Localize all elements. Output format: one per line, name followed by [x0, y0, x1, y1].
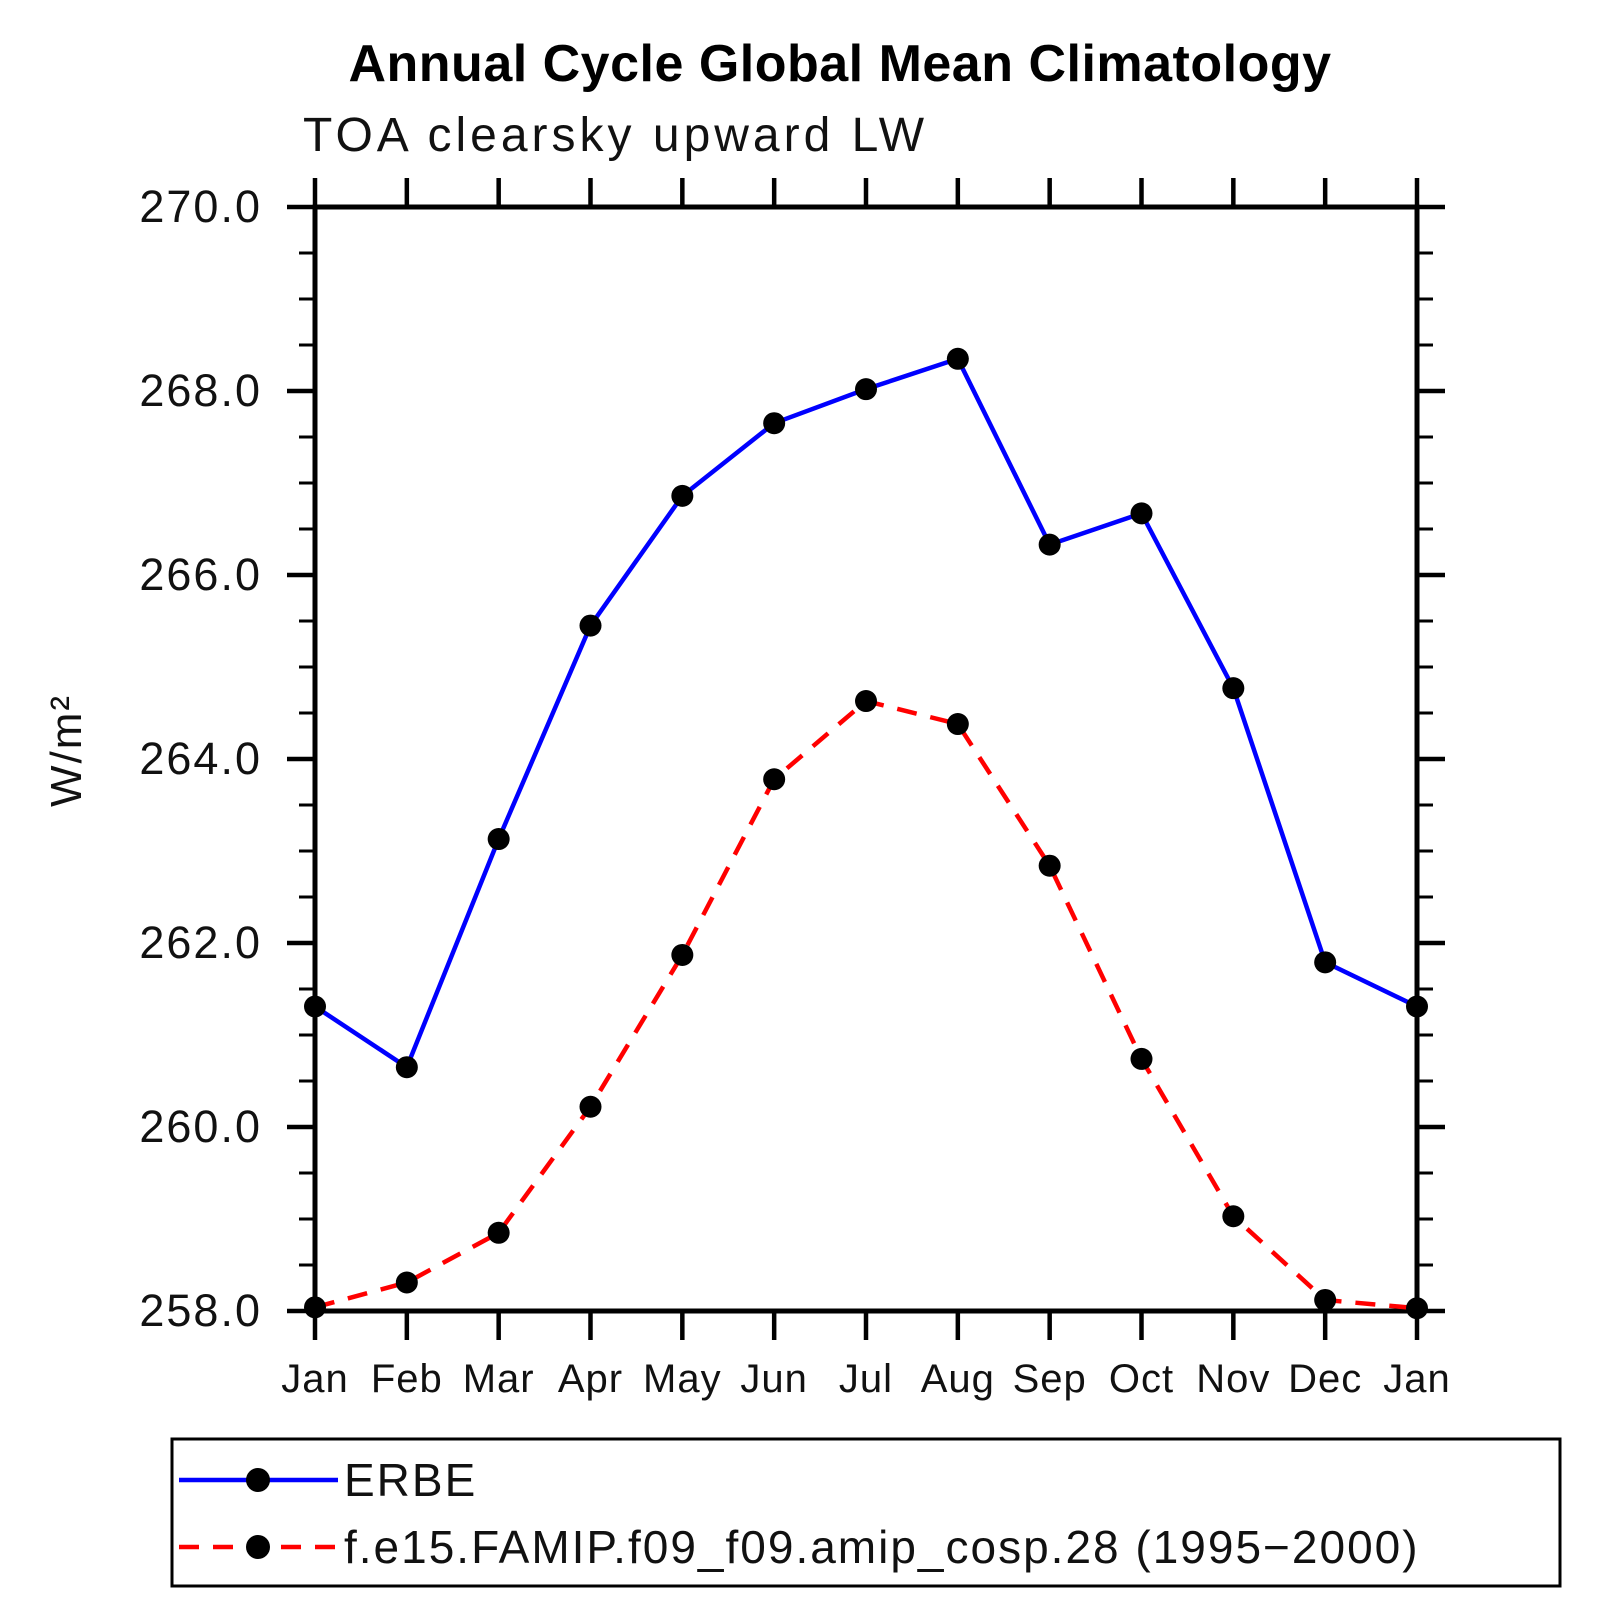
data-point — [579, 614, 602, 637]
data-point — [1314, 1288, 1337, 1311]
chart-title: Annual Cycle Global Mean Climatology — [348, 35, 1332, 93]
legend-label-model: f.e15.FAMIP.f09_f09.amip_cosp.28 (1995−2… — [344, 1521, 1420, 1573]
data-point — [671, 943, 694, 966]
series-layer — [304, 347, 1428, 1320]
x-tick-label: Jan — [281, 1357, 349, 1401]
x-tick-label: Oct — [1109, 1357, 1174, 1401]
data-point — [1038, 854, 1061, 877]
data-point — [395, 1271, 418, 1294]
legend-marker-erbe — [246, 1468, 270, 1492]
data-point — [1130, 1047, 1153, 1070]
data-point — [855, 378, 877, 401]
legend-box — [170, 1437, 1562, 1588]
x-tick-label: Nov — [1196, 1357, 1270, 1401]
x-tick-label: Jul — [839, 1357, 893, 1401]
data-point — [1130, 502, 1153, 525]
data-point — [1222, 1205, 1245, 1228]
data-point — [487, 828, 510, 851]
data-point — [1314, 951, 1337, 974]
y-tick-label: 264.0 — [139, 733, 262, 784]
data-point — [1038, 533, 1061, 556]
plot-border — [312, 204, 1420, 1314]
y-tick-label: 260.0 — [139, 1101, 262, 1152]
x-tick-label: May — [643, 1357, 722, 1401]
x-tick-label: Jun — [740, 1357, 808, 1401]
data-point — [395, 1056, 418, 1079]
y-tick-label: 258.0 — [139, 1285, 262, 1336]
y-tick-label: 262.0 — [139, 917, 262, 968]
x-tick-label: Mar — [463, 1357, 535, 1401]
data-point — [579, 1095, 602, 1118]
data-point — [304, 995, 326, 1018]
data-point — [1222, 677, 1245, 700]
legend: ERBE f.e15.FAMIP.f09_f09.amip_cosp.28 (1… — [170, 1437, 1562, 1588]
data-point — [671, 484, 694, 507]
series-line-1 — [314, 698, 1418, 1311]
x-tick-label: Sep — [1013, 1357, 1087, 1401]
data-point — [304, 1296, 326, 1319]
data-point — [1406, 995, 1428, 1018]
legend-label-erbe: ERBE — [344, 1454, 477, 1506]
legend-marker-model — [246, 1535, 270, 1559]
y-tick-label: 268.0 — [139, 365, 262, 416]
axes-layer: 258.0 260.0 262.0 264.0 266.0 268.0 270.0 Jan Fe… — [139, 178, 1450, 1401]
x-tick-label: Apr — [558, 1357, 623, 1401]
x-tick-label: Aug — [921, 1357, 995, 1401]
y-tick-label: 266.0 — [139, 549, 262, 600]
data-point — [946, 713, 969, 736]
y-tick-label: 270.0 — [139, 181, 262, 232]
data-point — [763, 768, 786, 791]
data-point — [763, 412, 786, 435]
data-point — [946, 347, 969, 370]
x-tick-label: Jan — [1383, 1357, 1451, 1401]
chart-subtitle: TOA clearsky upward LW — [303, 109, 929, 162]
x-tick-label: Dec — [1288, 1357, 1362, 1401]
series-line-0 — [313, 356, 1418, 1071]
x-tick-label: Feb — [371, 1357, 443, 1401]
data-point — [855, 690, 877, 713]
data-point — [487, 1221, 510, 1244]
data-point — [1406, 1297, 1428, 1320]
